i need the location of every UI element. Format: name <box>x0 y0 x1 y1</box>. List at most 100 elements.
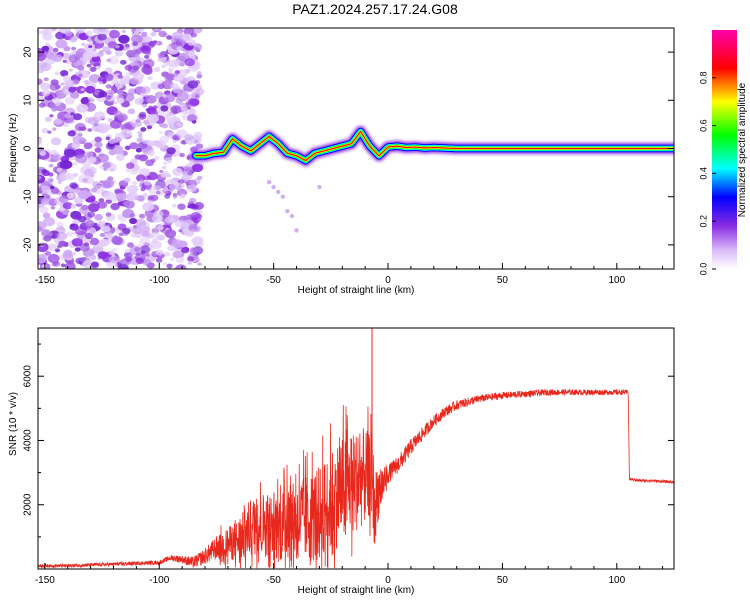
noise-blob <box>138 111 147 118</box>
colorbar-tick-label: 0.0 <box>698 263 708 276</box>
noise-blob <box>132 71 145 81</box>
noise-blob <box>151 238 159 244</box>
noise-blob <box>88 74 101 83</box>
noise-blob <box>160 105 169 112</box>
noise-blob <box>48 178 54 183</box>
noise-blob <box>51 28 57 31</box>
noise-blob <box>58 207 65 212</box>
noise-blob <box>72 172 79 177</box>
noise-blob <box>134 48 142 55</box>
noise-blob <box>172 167 183 176</box>
noise-blob <box>63 148 76 158</box>
noise-blob <box>79 256 86 263</box>
noise-blob <box>187 256 195 262</box>
noise-blob <box>113 110 123 118</box>
noise-blob <box>147 114 159 124</box>
noise-blob <box>157 58 162 63</box>
noise-blob <box>38 30 42 35</box>
noise-blob <box>44 116 52 122</box>
noise-blob <box>62 75 71 82</box>
noise-blob <box>38 168 43 174</box>
noise-blob <box>189 98 200 106</box>
noise-blob <box>146 125 153 130</box>
noise-blob <box>132 41 139 46</box>
noise-blob <box>57 180 62 184</box>
noise-blob <box>164 194 171 199</box>
noise-blob <box>60 263 66 268</box>
y-axis-ticks: 2000 4000 6000 <box>23 343 674 538</box>
noise-blob <box>56 231 68 241</box>
colorbar-tick-label: 0.6 <box>698 119 708 132</box>
noise-blob <box>187 204 192 209</box>
noise-blob <box>75 154 88 164</box>
x-axis-ticks: -150 -100 -50 0 50 100 <box>35 563 664 586</box>
noise-blob <box>46 243 57 252</box>
noise-blob <box>134 97 144 105</box>
noise-blob <box>185 104 191 109</box>
x-tick-label: 0 <box>385 275 391 286</box>
noise-blob <box>148 188 156 195</box>
colorbar-gradient <box>712 30 737 269</box>
noise-blob <box>44 42 50 46</box>
noise-blob <box>179 153 185 158</box>
noise-blob <box>99 233 106 237</box>
noise-blob <box>156 40 163 46</box>
noise-blob <box>123 200 135 209</box>
noise-blob <box>94 147 102 153</box>
noise-blob <box>137 130 143 135</box>
scatter-point <box>276 189 281 195</box>
noise-blob <box>166 147 176 155</box>
noise-blob <box>140 45 152 54</box>
noise-blob <box>188 161 194 165</box>
noise-blob <box>131 34 143 44</box>
noise-blob <box>145 95 157 104</box>
noise-blob <box>90 187 98 193</box>
noise-blob <box>123 177 131 183</box>
noise-blob <box>77 65 85 71</box>
noise-blob <box>41 127 49 134</box>
noise-blob <box>147 196 153 201</box>
noise-blob <box>105 232 114 239</box>
noise-blob <box>38 52 47 62</box>
noise-blob <box>103 191 115 201</box>
noise-blob <box>101 225 111 233</box>
noise-blob <box>98 198 105 203</box>
noise-blob <box>45 251 51 256</box>
noise-blob <box>74 122 86 132</box>
noise-blob <box>118 232 124 237</box>
noise-blob <box>195 143 204 149</box>
noise-blob <box>124 145 131 151</box>
noise-blob <box>38 95 44 101</box>
scatter-point <box>294 228 299 233</box>
noise-blob <box>59 171 72 181</box>
signal-track <box>188 124 674 233</box>
noise-blob <box>107 118 113 123</box>
noise-blob <box>122 92 135 102</box>
noise-blob <box>102 179 114 189</box>
noise-blob <box>152 214 163 223</box>
noise-blob <box>41 229 52 238</box>
noise-blob <box>98 90 108 98</box>
noise-blob <box>67 130 76 137</box>
scatter-point <box>280 194 285 199</box>
noise-blob <box>139 237 151 246</box>
noise-blob <box>63 79 72 87</box>
noise-blob <box>187 39 196 46</box>
noise-blob <box>46 197 57 206</box>
noise-blob <box>108 138 116 144</box>
y-axis-ticks: -20 -10 0 10 20 <box>23 46 674 252</box>
noise-blob <box>114 50 123 57</box>
noise-blob <box>135 219 147 228</box>
noise-blob <box>39 150 46 156</box>
noise-blob <box>68 68 73 72</box>
noise-blob <box>180 228 190 236</box>
noise-blob <box>40 82 51 91</box>
x-tick-label: 50 <box>497 575 509 586</box>
noise-blob <box>127 108 136 115</box>
noise-blob <box>191 204 199 210</box>
noise-blob <box>49 83 60 91</box>
noise-blob <box>93 122 99 127</box>
noise-blob <box>162 165 167 170</box>
noise-blob <box>197 71 202 75</box>
noise-blob <box>52 153 62 161</box>
